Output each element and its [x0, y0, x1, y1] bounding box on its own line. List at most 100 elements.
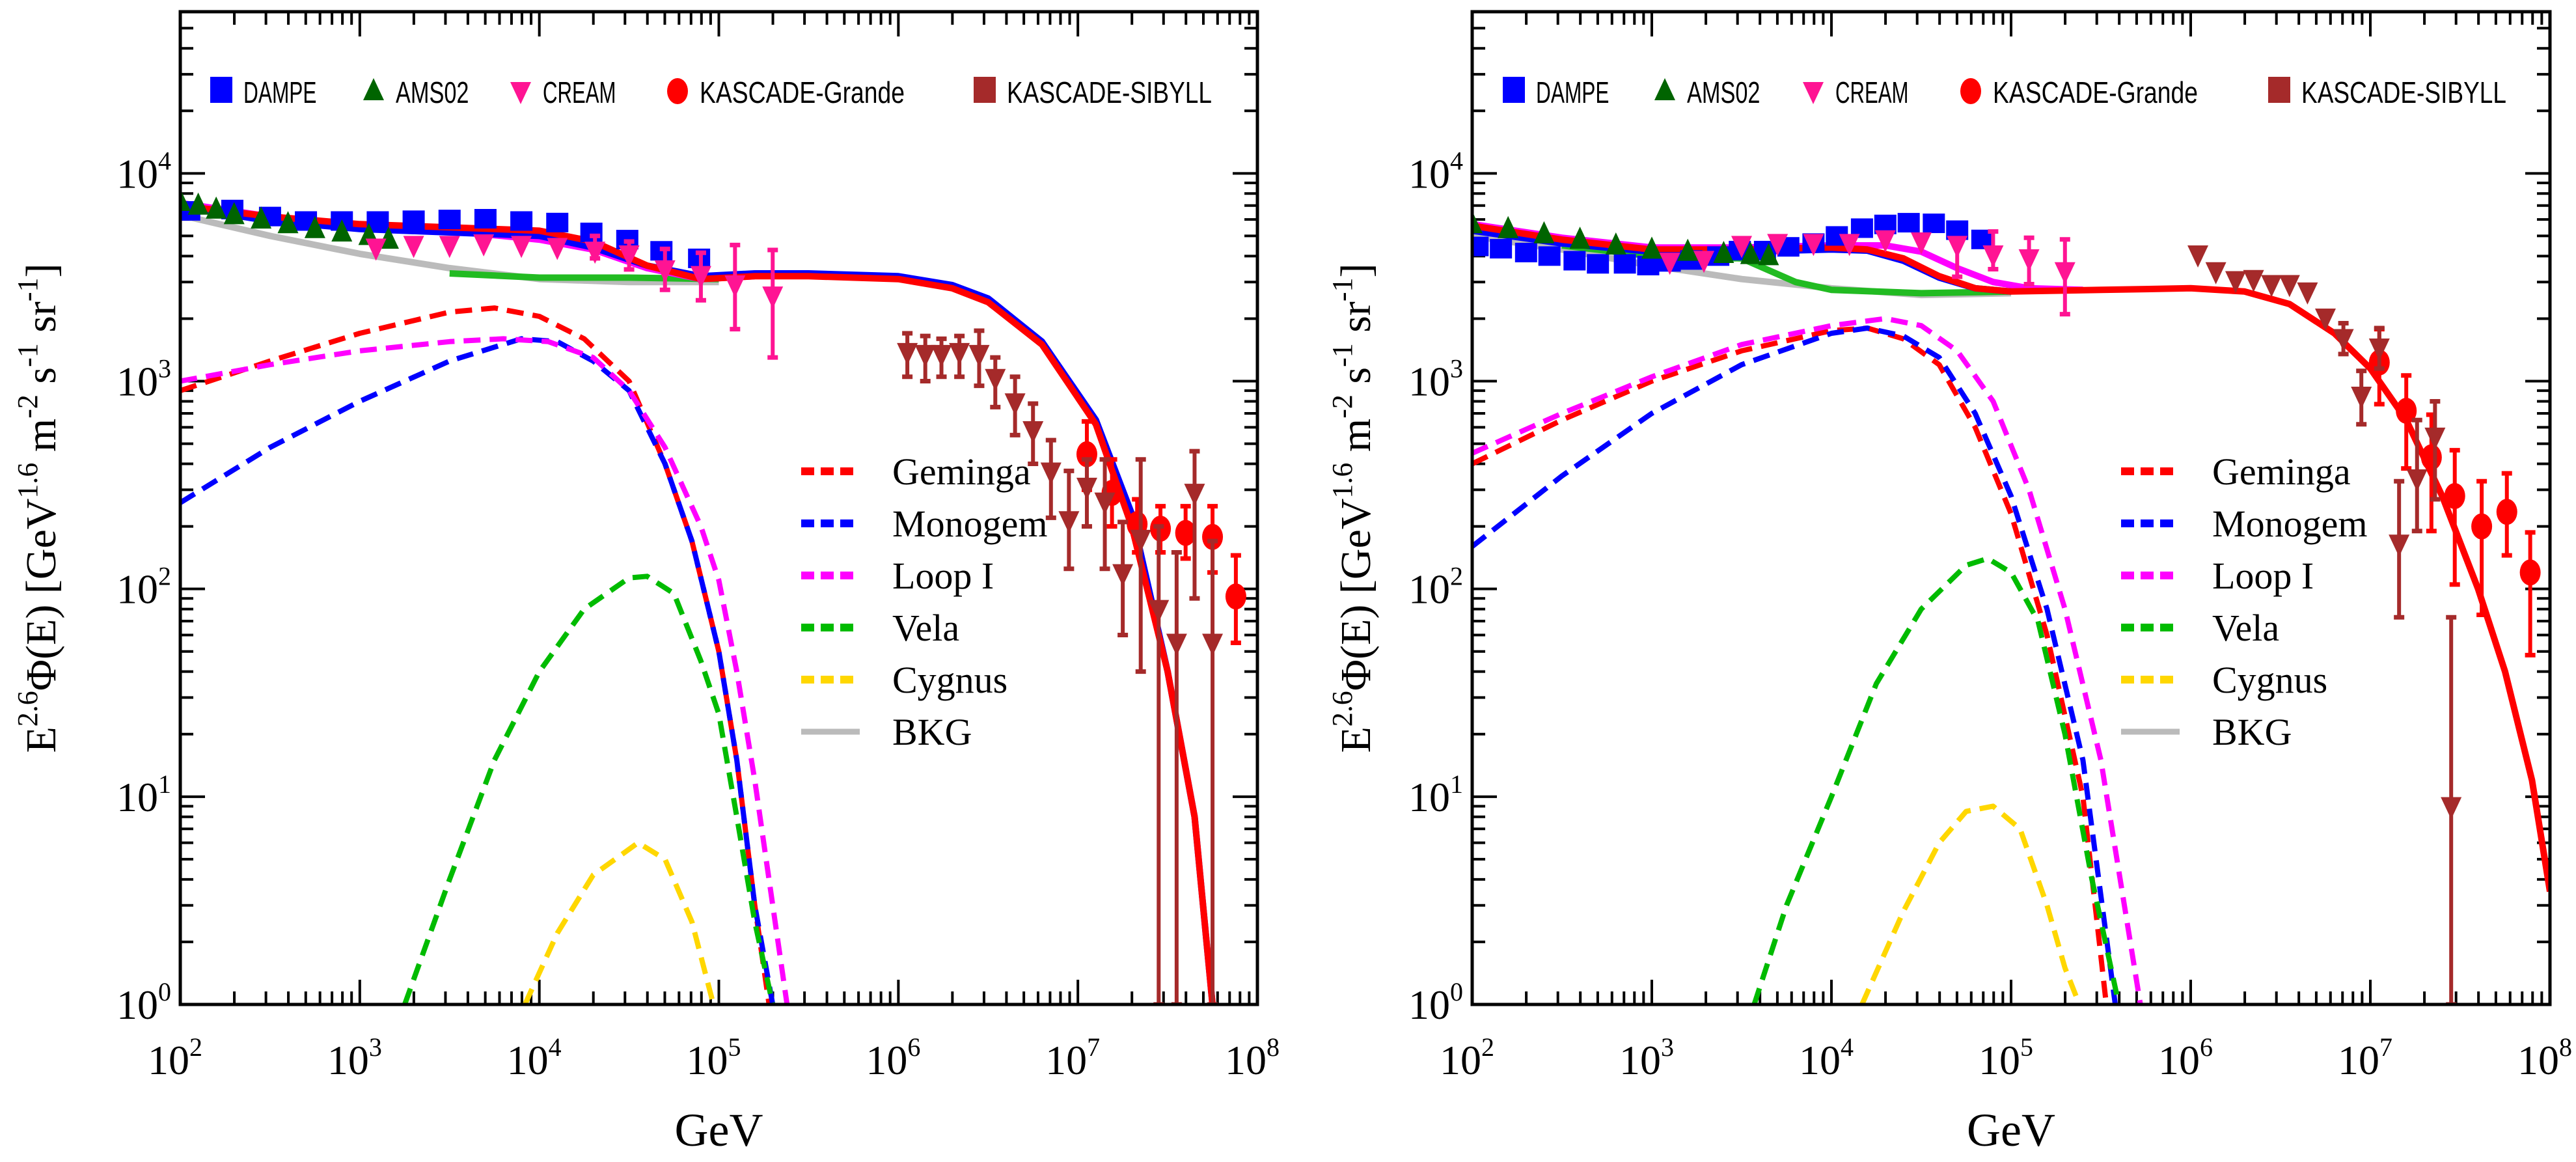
y-tick-label: 102 — [116, 562, 171, 613]
legend-item: Geminga — [801, 450, 1031, 493]
legend-marker — [510, 82, 531, 104]
y-tick-label: 100 — [1408, 977, 1463, 1028]
data-point — [2054, 262, 2076, 284]
data-point — [724, 275, 746, 297]
tick-base: 10 — [148, 1037, 189, 1083]
data-point — [511, 236, 532, 258]
data-point — [762, 286, 784, 309]
data-point — [2389, 534, 2410, 557]
legend-marker — [363, 78, 384, 100]
data-point — [2519, 559, 2541, 586]
tick-exponent: 2 — [1450, 562, 1463, 591]
legend-label: DAMPE — [1536, 76, 1610, 109]
x-tick-label: 105 — [1979, 1032, 2033, 1083]
model-legend: Geminga Monogem Loop I Vela Cygnus BKG — [2121, 450, 2367, 753]
left-panel: 102 103 104 105 106 107 108100101102103104GeVE… — [12, 10, 1280, 1156]
data-point — [1587, 254, 1610, 274]
tick-exponent: 1 — [1450, 769, 1463, 799]
curve-loop-i — [1472, 316, 2143, 1004]
data-point — [510, 211, 533, 231]
data-point — [2406, 469, 2428, 492]
axis-ticks — [1472, 10, 2550, 1004]
data-point — [1175, 519, 1196, 546]
data-point — [2243, 270, 2264, 292]
legend-item: Monogem — [2121, 503, 2367, 545]
tick-base: 10 — [1408, 150, 1450, 197]
tick-base: 10 — [2338, 1037, 2379, 1083]
tick-exponent: 3 — [1450, 354, 1463, 383]
curve-total-monogem — [180, 203, 1216, 1004]
plot-frame — [178, 10, 1259, 1006]
legend-marker — [1803, 82, 1824, 104]
data-point — [1148, 600, 1170, 622]
tick-base: 10 — [687, 1037, 728, 1083]
y-label-text: E — [18, 726, 65, 753]
tick-exponent: 4 — [549, 1032, 562, 1062]
x-tick-label: 105 — [687, 1032, 741, 1083]
legend-label: Loop I — [2212, 555, 2314, 597]
data-point — [1490, 239, 1513, 259]
tick-base: 10 — [1799, 1037, 1841, 1083]
tick-exponent: 2 — [1481, 1032, 1494, 1062]
data-point — [2333, 329, 2354, 352]
y-label-text: s — [18, 367, 65, 394]
curve-monogem — [180, 336, 776, 1004]
legend-item: DAMPE — [1503, 76, 1610, 109]
legend-label: Geminga — [892, 450, 1031, 493]
data-point — [223, 202, 245, 225]
legend-item: Monogem — [801, 503, 1047, 545]
y-label-text: Φ(E) [GeV — [1332, 499, 1380, 691]
legend-label: AMS02 — [396, 76, 469, 109]
legend-label: Cygnus — [892, 659, 1007, 701]
data-point — [1693, 251, 1715, 273]
data-point — [403, 236, 424, 258]
data-point — [2420, 444, 2442, 471]
y-label-superscript: 2.6 — [12, 691, 44, 726]
tick-base: 10 — [116, 150, 158, 197]
legend-item: KASCADE-SIBYLL — [974, 76, 1212, 109]
y-label-text: ] — [1332, 263, 1380, 277]
data-point — [1803, 234, 1824, 256]
y-label-superscript: -1 — [1326, 277, 1358, 301]
legend-item: Loop I — [801, 555, 994, 597]
legend-label: BKG — [892, 711, 972, 753]
tick-exponent: 0 — [158, 977, 171, 1006]
tick-exponent: 2 — [189, 1032, 202, 1062]
data-point — [654, 260, 676, 283]
data-point — [1533, 221, 1555, 243]
data-point — [2261, 275, 2282, 297]
data-point — [2297, 282, 2318, 305]
y-tick-label: 101 — [1408, 769, 1463, 820]
data-point — [1569, 227, 1591, 249]
data-point — [1184, 484, 1205, 506]
y-label-superscript: -2 — [12, 394, 44, 419]
data-point — [690, 266, 711, 288]
data-point — [1897, 213, 1920, 233]
legend-marker — [1503, 77, 1525, 103]
data-point — [304, 215, 325, 238]
legend-label: CREAM — [1835, 76, 1909, 109]
curve-total-geminga — [1472, 222, 2550, 892]
data-point — [931, 344, 952, 367]
data-point — [2396, 398, 2417, 424]
tick-exponent: 8 — [2559, 1032, 2572, 1062]
data-point — [2315, 309, 2336, 331]
tick-exponent: 6 — [2200, 1032, 2213, 1062]
data-point — [1514, 242, 1537, 262]
y-label-superscript: 1.6 — [1326, 463, 1358, 499]
curve-cygnus — [1859, 803, 2082, 1004]
legend-item: Geminga — [2121, 450, 2351, 493]
x-tick-label: 102 — [1440, 1032, 1494, 1083]
y-tick-label: 103 — [1408, 354, 1463, 405]
data-point — [2018, 249, 2040, 271]
data-point — [914, 344, 936, 367]
x-axis-label: GeV — [1967, 1104, 2055, 1156]
tick-base: 10 — [1408, 982, 1450, 1028]
legend-label: Monogem — [892, 503, 1047, 545]
y-label-text: Φ(E) [GeV — [18, 499, 65, 691]
y-label-superscript: -1 — [12, 343, 44, 367]
curve-monogem — [1472, 325, 2118, 1004]
tick-base: 10 — [327, 1037, 369, 1083]
data-legend: DAMPE AMS02 CREAM KASCADE-Grande KASCADE-SIB… — [210, 76, 1212, 109]
data-point — [1225, 583, 1246, 610]
